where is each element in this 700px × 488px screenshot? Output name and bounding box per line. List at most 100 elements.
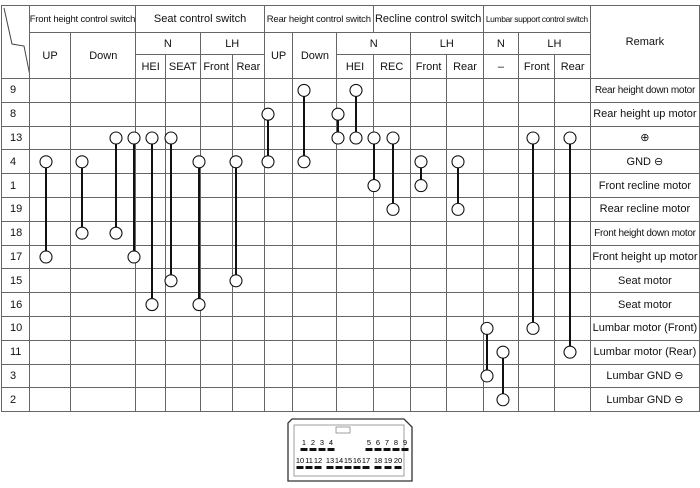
cell [518, 220, 556, 246]
cell [263, 220, 294, 246]
cell [231, 339, 265, 365]
seat-lh: LH [199, 32, 265, 55]
connector-pin [362, 466, 370, 469]
cell [135, 292, 167, 317]
cell [28, 125, 72, 151]
cell [231, 268, 265, 294]
cell [199, 387, 233, 413]
remark-cell: Lumbar GND ⊖ [589, 363, 700, 389]
cell [554, 196, 591, 222]
pin-number: 15 [1, 268, 30, 294]
cell [372, 196, 411, 222]
remark-cell: Front height down motor [589, 220, 700, 246]
cell [446, 173, 484, 198]
cell [372, 101, 411, 127]
cell [263, 315, 294, 341]
cell [199, 196, 233, 222]
connector-pin-label: 1 [302, 438, 306, 447]
connector-pin-label: 15 [344, 456, 352, 465]
cell [336, 339, 374, 365]
remark-cell: Rear height down motor [589, 78, 700, 103]
cell [28, 220, 72, 246]
cell [554, 125, 591, 151]
cell [372, 315, 411, 341]
cell [70, 387, 137, 413]
cell [165, 387, 201, 413]
connector-pin [335, 466, 343, 469]
cell [231, 196, 265, 222]
cell [482, 196, 520, 222]
cell [292, 220, 338, 246]
cell [518, 339, 556, 365]
cell [482, 315, 520, 341]
recline-rec: REC [372, 54, 411, 79]
cell [199, 244, 233, 270]
remark-cell: Seat motor [589, 292, 700, 317]
connector-pin-label: 20 [394, 456, 402, 465]
cell [263, 387, 294, 413]
lumbar-dash: – [482, 54, 520, 79]
seat-front: Front [199, 54, 233, 79]
cell [135, 244, 167, 270]
cell [518, 244, 556, 270]
cell [409, 220, 448, 246]
lumbar-rear: Rear [554, 54, 591, 79]
connector-pin [401, 448, 409, 451]
cell [135, 387, 167, 413]
cell [554, 339, 591, 365]
cell [70, 268, 137, 294]
cell [292, 196, 338, 222]
table-row: 1 Front recline motor [1, 173, 700, 198]
cell [199, 173, 233, 198]
seat-hei: HEI [135, 54, 167, 79]
cell [554, 387, 591, 413]
cell [135, 78, 167, 103]
connector-pin [305, 466, 313, 469]
connector-pin [327, 448, 335, 451]
cell [28, 268, 72, 294]
cell [263, 125, 294, 151]
cell [292, 149, 338, 175]
group-lumbar: Lumbar support control switch [482, 5, 591, 33]
cell [199, 339, 233, 365]
cell [292, 268, 338, 294]
pin-number: 1 [1, 173, 30, 198]
rh-down: Down [292, 32, 338, 79]
connector-pin [296, 466, 304, 469]
cell [518, 173, 556, 198]
cell [199, 101, 233, 127]
cell [135, 220, 167, 246]
pin-number: 11 [1, 339, 30, 365]
cell [231, 125, 265, 151]
cell [336, 78, 374, 103]
cell [518, 196, 556, 222]
connector-pin [344, 466, 352, 469]
cell [372, 387, 411, 413]
cell [518, 292, 556, 317]
cell [554, 220, 591, 246]
connector-pin-label: 14 [335, 456, 343, 465]
cell [292, 363, 338, 389]
cell [135, 315, 167, 341]
cell [231, 292, 265, 317]
cell [518, 315, 556, 341]
connector-pin-label: 5 [367, 438, 371, 447]
cell [231, 315, 265, 341]
pin-number: 9 [1, 78, 30, 103]
cell [336, 149, 374, 175]
cell [263, 268, 294, 294]
fh-up: UP [28, 32, 72, 79]
table-row: 19 Rear recline motor [1, 196, 700, 222]
cell [446, 196, 484, 222]
cell [231, 220, 265, 246]
remark-cell: ⊕ [589, 125, 700, 151]
lumbar-lh: LH [518, 32, 591, 55]
cell [446, 220, 484, 246]
cell [28, 315, 72, 341]
pin-number: 2 [1, 387, 30, 413]
cell [70, 173, 137, 198]
remark-cell: Seat motor [589, 268, 700, 294]
cell [482, 268, 520, 294]
cell [372, 149, 411, 175]
cell [70, 292, 137, 317]
